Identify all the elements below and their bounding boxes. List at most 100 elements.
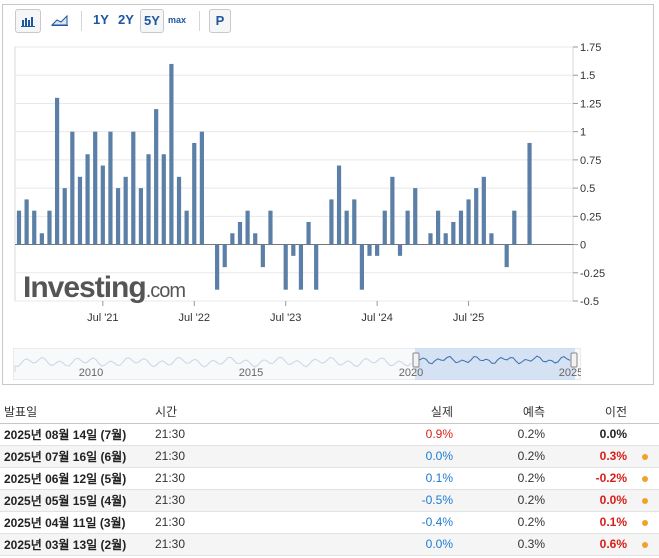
data-bar[interactable]: [169, 63, 174, 245]
data-bar[interactable]: [367, 244, 372, 256]
bar-chart-icon: [21, 17, 35, 27]
data-bar[interactable]: [481, 176, 486, 245]
area-chart-icon: [50, 14, 68, 26]
navigator-selected-line: [416, 355, 571, 365]
data-bar[interactable]: [230, 233, 235, 245]
data-bar[interactable]: [466, 199, 471, 245]
data-bar[interactable]: [55, 97, 60, 245]
previous-value: 0.1%: [549, 511, 631, 534]
data-bar[interactable]: [199, 131, 204, 245]
data-bar[interactable]: [253, 233, 258, 245]
data-bar[interactable]: [405, 210, 410, 245]
header-date[interactable]: 발표일: [0, 401, 151, 424]
data-bar[interactable]: [108, 131, 113, 245]
data-bar[interactable]: [16, 210, 22, 245]
toolbar-separator: [199, 11, 200, 31]
data-bar[interactable]: [123, 176, 128, 245]
forecast-value: 0.2%: [457, 423, 549, 446]
navigator-selection[interactable]: [415, 348, 575, 380]
data-bar[interactable]: [62, 188, 67, 245]
data-bar[interactable]: [192, 142, 197, 245]
data-bar[interactable]: [512, 210, 517, 245]
data-bar[interactable]: [306, 221, 311, 245]
release-time: 21:30: [151, 533, 381, 556]
data-bar[interactable]: [314, 244, 319, 290]
x-tick-label: Jul '25: [453, 312, 484, 324]
table-row: 2025년 06월 12일 (5월) 21:30 0.1% 0.2% -0.2%: [0, 467, 659, 490]
data-bar[interactable]: [222, 244, 227, 268]
header-time[interactable]: 시간: [151, 401, 381, 424]
investing-logo: Investing.com: [23, 271, 185, 304]
navigator-strip[interactable]: 2010 2015 2020 2025: [13, 348, 581, 380]
revision-indicator: [631, 423, 659, 446]
data-bar[interactable]: [138, 188, 144, 245]
data-bar[interactable]: [131, 131, 136, 245]
data-bar[interactable]: [397, 244, 403, 256]
data-bar[interactable]: [352, 199, 357, 245]
data-bar[interactable]: [161, 154, 166, 245]
revised-dot-icon: [642, 542, 648, 548]
data-bar[interactable]: [32, 210, 37, 245]
navigator-year-label: 2010: [79, 367, 103, 379]
data-bar[interactable]: [527, 142, 532, 245]
range-2y-button[interactable]: 2Y: [118, 12, 134, 27]
navigator-handle[interactable]: [412, 352, 420, 368]
data-bar[interactable]: [184, 210, 189, 245]
data-bar[interactable]: [382, 210, 387, 245]
data-bar[interactable]: [47, 210, 52, 245]
table-row: 2025년 05월 15일 (4월) 21:30 -0.5% 0.2% 0.0%: [0, 489, 659, 512]
data-bar[interactable]: [390, 176, 395, 245]
data-bar[interactable]: [24, 199, 29, 245]
data-bar[interactable]: [443, 233, 448, 245]
data-bar[interactable]: [474, 188, 479, 245]
data-bar[interactable]: [215, 244, 220, 290]
data-bar[interactable]: [489, 233, 494, 245]
data-bar[interactable]: [39, 233, 44, 245]
data-bar[interactable]: [70, 131, 75, 245]
header-previous[interactable]: 이전: [549, 401, 631, 424]
bar-chart-button[interactable]: [15, 9, 41, 33]
range-5y-button[interactable]: 5Y: [140, 9, 164, 33]
release-date: 2025년 04월 11일 (3월): [0, 511, 151, 534]
actual-value: 0.1%: [381, 467, 457, 490]
range-1y-button[interactable]: 1Y: [93, 12, 109, 27]
data-bar[interactable]: [115, 188, 121, 245]
data-bar[interactable]: [93, 131, 98, 245]
data-bar[interactable]: [100, 165, 105, 245]
data-bar[interactable]: [146, 154, 151, 245]
revision-indicator: [631, 445, 659, 468]
header-forecast[interactable]: 예측: [457, 401, 549, 424]
data-bar[interactable]: [458, 210, 464, 245]
data-bar[interactable]: [260, 244, 265, 268]
data-bar[interactable]: [154, 109, 159, 245]
header-actual[interactable]: 실제: [381, 401, 457, 424]
data-bar[interactable]: [298, 244, 304, 290]
data-bar[interactable]: [359, 244, 364, 290]
navigator-year-label: 2015: [239, 367, 263, 379]
data-bar[interactable]: [237, 221, 243, 245]
forecast-value: 0.2%: [457, 467, 549, 490]
data-bar[interactable]: [336, 165, 342, 245]
data-bar[interactable]: [245, 210, 250, 245]
data-bar[interactable]: [176, 176, 182, 245]
data-bar[interactable]: [291, 244, 296, 256]
area-chart-button[interactable]: [47, 9, 73, 33]
x-tick-label: Jul '24: [361, 312, 392, 324]
data-bar[interactable]: [85, 154, 90, 245]
data-bar[interactable]: [344, 210, 349, 245]
data-bar[interactable]: [268, 210, 273, 245]
data-bar[interactable]: [436, 210, 441, 245]
data-bar[interactable]: [504, 244, 509, 268]
revision-indicator: [631, 467, 659, 490]
data-bar[interactable]: [413, 188, 418, 245]
data-bar[interactable]: [375, 244, 380, 256]
range-max-button[interactable]: max: [167, 15, 186, 25]
data-bar[interactable]: [77, 176, 83, 245]
data-bar[interactable]: [428, 233, 433, 245]
data-bar[interactable]: [451, 221, 456, 245]
data-bar[interactable]: [329, 199, 334, 245]
navigator-handle[interactable]: [570, 352, 578, 368]
actual-value: 0.0%: [381, 445, 457, 468]
data-bar[interactable]: [283, 244, 288, 290]
p-button[interactable]: P: [209, 9, 231, 33]
